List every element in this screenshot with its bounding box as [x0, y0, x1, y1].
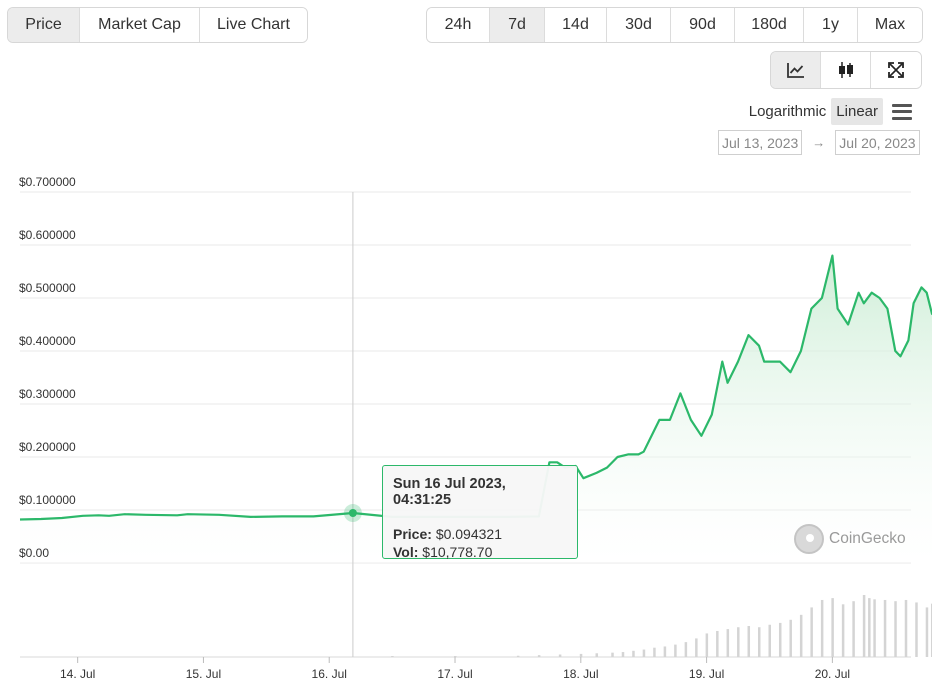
x-tick-label: 15. Jul [186, 667, 221, 681]
linear-option[interactable]: Linear [831, 98, 883, 125]
date-range: Jul 13, 2023 → Jul 20, 2023 [718, 130, 920, 155]
y-tick-label: $0.600000 [19, 228, 76, 242]
volume-bar [894, 601, 897, 657]
x-tick-label: 20. Jul [815, 667, 850, 681]
coingecko-watermark: CoinGecko [794, 524, 906, 554]
x-tick-label: 19. Jul [689, 667, 724, 681]
volume-bar [768, 624, 771, 657]
y-tick-label: $0.100000 [19, 493, 76, 507]
x-tick-label: 14. Jul [60, 667, 95, 681]
volume-bar [391, 656, 394, 657]
volume-bar [595, 653, 599, 657]
volume-bar [747, 626, 751, 657]
volume-bar [868, 598, 871, 657]
volume-bar [621, 652, 625, 657]
volume-bar [820, 599, 824, 657]
range-24h-button[interactable]: 24h [427, 8, 490, 42]
volume-bar [930, 603, 932, 657]
view-tabs: Price Market Cap Live Chart [7, 7, 308, 43]
y-tick-label: $0.700000 [19, 175, 76, 189]
volume-bar [841, 604, 845, 657]
tooltip-vol-value: $10,778.70 [422, 544, 493, 560]
volume-bar [558, 654, 562, 657]
volume-bar [653, 647, 656, 657]
volume-bar [684, 642, 688, 657]
volume-bar [579, 653, 583, 657]
tooltip-price-label: Price: [393, 526, 432, 542]
arrow-right-icon: → [812, 135, 826, 150]
coingecko-logo-icon [794, 524, 824, 554]
volume-bar [873, 599, 876, 657]
chart-tooltip: Sun 16 Jul 2023, 04:31:25 Price: $0.0943… [382, 465, 578, 560]
expand-icon [888, 62, 904, 78]
volume-bar [799, 614, 803, 657]
tab-price[interactable]: Price [8, 8, 80, 42]
y-tick-label: $0.500000 [19, 281, 76, 295]
candlestick-button[interactable] [821, 52, 871, 88]
price-series-line [19, 254, 932, 521]
volume-bar [758, 627, 761, 657]
scale-toggle: Logarithmic Linear [744, 98, 912, 125]
chart-type-toggle [770, 51, 922, 89]
tooltip-date: Sun 16 Jul 2023, 04:31:25 [393, 476, 506, 508]
volume-bar [695, 638, 698, 657]
range-tabs: 24h 7d 14d 30d 90d 180d 1y Max [426, 7, 923, 43]
volume-bar [925, 607, 929, 657]
hamburger-menu-icon[interactable] [892, 103, 912, 120]
x-tick-label: 18. Jul [563, 667, 598, 681]
volume-bar [611, 652, 614, 657]
range-30d-button[interactable]: 30d [607, 8, 671, 42]
volume-bar [831, 598, 834, 657]
tab-market-cap[interactable]: Market Cap [80, 8, 200, 42]
volume-bar [810, 607, 813, 657]
volume-bar [778, 622, 782, 657]
tooltip-price-value: $0.094321 [435, 526, 502, 542]
range-90d-button[interactable]: 90d [671, 8, 735, 42]
y-tick-label: $0.300000 [19, 387, 76, 401]
tooltip-vol-label: Vol: [393, 544, 419, 560]
highlight-point [348, 509, 357, 518]
line-chart-icon [786, 63, 804, 78]
y-tick-label: $0.200000 [19, 440, 76, 454]
volume-bar [454, 656, 457, 657]
volume-bar [726, 629, 730, 657]
volume-bar [852, 601, 855, 657]
volume-bar [674, 644, 677, 657]
volume-bar [516, 655, 520, 657]
y-tick-label: $0.400000 [19, 334, 76, 348]
fullscreen-button[interactable] [871, 52, 921, 88]
volume-bar [904, 599, 908, 657]
volume-bar [862, 595, 866, 657]
y-tick-label: $0.00 [19, 546, 49, 560]
volume-bar [883, 599, 887, 657]
range-180d-button[interactable]: 180d [735, 8, 804, 42]
price-area-fill [20, 255, 932, 563]
volume-bar [642, 649, 646, 657]
range-7d-button[interactable]: 7d [490, 8, 545, 42]
candlestick-icon [838, 62, 853, 78]
date-from-input[interactable]: Jul 13, 2023 [718, 130, 803, 155]
tab-live-chart[interactable]: Live Chart [200, 8, 307, 42]
volume-bar [915, 602, 918, 657]
range-1y-button[interactable]: 1y [804, 8, 858, 42]
range-max-button[interactable]: Max [858, 8, 922, 42]
volume-bar [705, 633, 709, 657]
logarithmic-option[interactable]: Logarithmic [748, 103, 827, 120]
volume-bar [632, 650, 635, 657]
x-tick-label: 17. Jul [437, 667, 472, 681]
date-to-input[interactable]: Jul 20, 2023 [835, 130, 920, 155]
volume-bar [789, 619, 792, 657]
x-tick-label: 16. Jul [312, 667, 347, 681]
watermark-text: CoinGecko [829, 530, 906, 547]
volume-bar [663, 646, 667, 657]
volume-bar [716, 630, 719, 657]
volume-bar [537, 655, 541, 657]
range-14d-button[interactable]: 14d [545, 8, 607, 42]
volume-bar [737, 627, 740, 657]
line-chart-button[interactable] [771, 52, 821, 88]
